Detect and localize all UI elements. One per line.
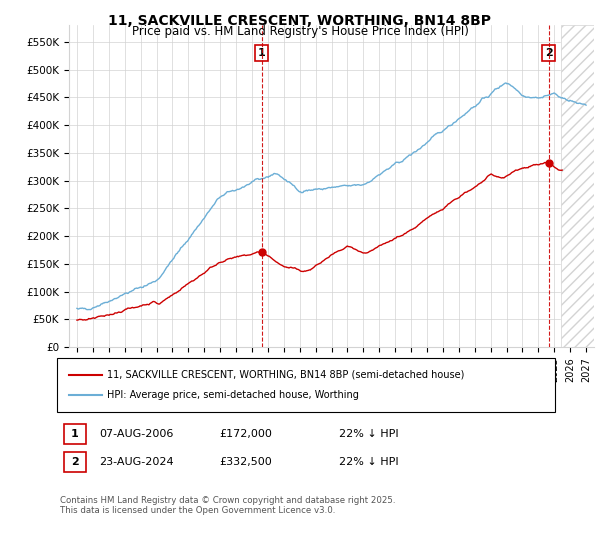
Text: 2: 2	[545, 48, 553, 58]
Text: £332,500: £332,500	[219, 457, 272, 467]
Bar	[560, 25, 594, 347]
Text: 1: 1	[71, 429, 79, 439]
Text: 22% ↓ HPI: 22% ↓ HPI	[339, 457, 398, 467]
Text: HPI: Average price, semi-detached house, Worthing: HPI: Average price, semi-detached house,…	[107, 390, 359, 400]
Text: 07-AUG-2006: 07-AUG-2006	[99, 429, 173, 439]
Text: 1: 1	[257, 48, 265, 58]
Text: £172,000: £172,000	[219, 429, 272, 439]
Bar	[560, 25, 594, 347]
Text: 2: 2	[71, 457, 79, 467]
Text: 23-AUG-2024: 23-AUG-2024	[99, 457, 173, 467]
Text: 11, SACKVILLE CRESCENT, WORTHING, BN14 8BP (semi-detached house): 11, SACKVILLE CRESCENT, WORTHING, BN14 8…	[107, 370, 464, 380]
Text: 22% ↓ HPI: 22% ↓ HPI	[339, 429, 398, 439]
Text: 11, SACKVILLE CRESCENT, WORTHING, BN14 8BP: 11, SACKVILLE CRESCENT, WORTHING, BN14 8…	[109, 14, 491, 28]
Text: Contains HM Land Registry data © Crown copyright and database right 2025.
This d: Contains HM Land Registry data © Crown c…	[60, 496, 395, 515]
Text: Price paid vs. HM Land Registry's House Price Index (HPI): Price paid vs. HM Land Registry's House …	[131, 25, 469, 38]
